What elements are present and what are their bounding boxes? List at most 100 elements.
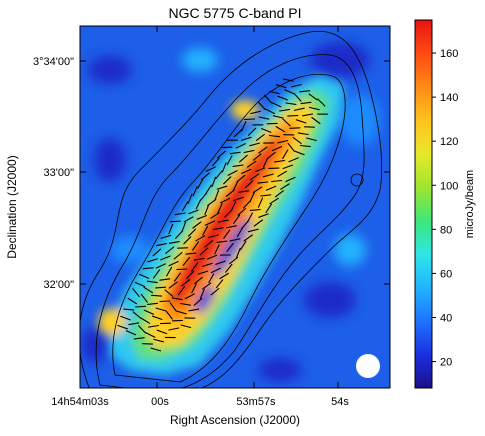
polarization-vector (294, 150, 305, 156)
polarization-vector (202, 225, 209, 236)
polarization-vector (153, 269, 161, 279)
polarization-vector (268, 134, 281, 138)
polarization-vector (150, 347, 162, 352)
hole-right (212, 217, 252, 279)
colorbar-tick-label: 120 (440, 136, 458, 148)
polarization-vector (151, 315, 163, 320)
polarization-vector (291, 84, 302, 88)
polarization-vector (299, 144, 311, 148)
polarization-vector (242, 200, 251, 209)
polarization-vector (143, 286, 154, 294)
polarization-vector (293, 93, 302, 102)
polarization-vector (177, 286, 185, 296)
polarization-vector (257, 101, 266, 110)
colorbar-tick-label: 140 (440, 92, 458, 104)
y-tick-label: 3°34'00" (33, 56, 74, 68)
polarization-vector (181, 279, 191, 287)
polarization-vector (280, 183, 290, 190)
polarization-vector (306, 137, 317, 142)
polarization-vector (260, 194, 272, 197)
polarization-vector (262, 173, 274, 178)
polarization-vector (308, 93, 318, 101)
polarization-vector (247, 228, 259, 233)
polarization-vector (277, 170, 288, 177)
x-axis-label: Right Ascension (J2000) (170, 413, 300, 427)
polarization-vector (195, 199, 202, 210)
polarization-vector (169, 220, 181, 223)
polarization-vector (166, 266, 173, 277)
polarization-vector (232, 180, 239, 191)
polarization-vector (147, 258, 158, 263)
polarization-vector (252, 153, 262, 161)
colorbar-tick-label: 20 (440, 357, 452, 369)
polarization-vector (254, 167, 266, 173)
polarization-vector (275, 84, 287, 89)
x-tick-label: 00s (151, 396, 169, 408)
polarization-vector (196, 215, 207, 220)
contour-2 (95, 54, 365, 388)
polarization-vector (235, 247, 241, 259)
polarization-vector (151, 294, 163, 297)
polarization-vector (183, 216, 194, 223)
polarization-vector (199, 192, 208, 202)
polarization-vector (168, 281, 178, 289)
polarization-vector (212, 227, 224, 230)
colorbar: 20 40 60 80 100 120 140 160 microJy/beam (414, 19, 476, 389)
ridge-red (168, 138, 282, 305)
polarization-vector (285, 102, 297, 105)
polarization-vector (208, 234, 219, 239)
polarization-vector (156, 329, 168, 335)
polarization-vector (211, 176, 217, 188)
noise-blobs (81, 42, 380, 382)
polarization-vectors (117, 78, 329, 352)
polarization-vector (236, 174, 246, 183)
polarization-vector (241, 168, 252, 174)
polarization-vector (274, 159, 286, 163)
polarization-vector (159, 300, 171, 303)
polarization-vector (255, 133, 265, 141)
polarization-vector (210, 212, 220, 219)
polarization-vector (223, 229, 231, 239)
polarization-vector (229, 238, 241, 242)
polarization-vector (133, 337, 145, 340)
polarization-vector (295, 119, 307, 124)
polarization-vector (279, 108, 291, 112)
polarization-vector (202, 262, 213, 267)
polarization-vector (202, 282, 212, 290)
colorbar-label: microJy/beam (464, 170, 476, 238)
polarization-vector (285, 176, 296, 183)
polarization-vector (164, 289, 174, 297)
polarization-vector (225, 263, 233, 273)
polarization-vector (160, 255, 171, 261)
polarization-vector (160, 234, 172, 239)
polarization-vector (138, 273, 150, 279)
polarization-vector (155, 263, 166, 269)
y-tick-label: 32'00" (44, 279, 75, 291)
polarization-vector (226, 242, 234, 252)
polarization-vector (192, 241, 200, 251)
polarization-vector (233, 214, 241, 224)
polarization-vector (155, 307, 167, 312)
polarization-vector (205, 184, 212, 195)
x-tick-label: 14h54m03s (51, 396, 109, 408)
polarization-vector (282, 149, 289, 160)
polarization-vector (308, 106, 320, 111)
colorbar-scale (414, 19, 433, 389)
polarization-vector (205, 166, 216, 172)
polarization-vector (140, 317, 151, 324)
polarization-vector (191, 262, 199, 272)
polarization-vector (271, 101, 282, 108)
contour-3 (112, 73, 346, 383)
polarization-vector (227, 170, 238, 176)
polarization-vector (120, 315, 131, 321)
clump-upper (231, 100, 259, 120)
polarization-vector (210, 267, 221, 274)
polarization-vector (195, 235, 206, 242)
polarization-vector (132, 311, 142, 319)
plot-area (80, 26, 390, 388)
polarization-vector (145, 332, 156, 338)
polarization-vector (247, 127, 257, 136)
polarization-vector (146, 280, 158, 284)
polarization-vector (207, 198, 217, 206)
